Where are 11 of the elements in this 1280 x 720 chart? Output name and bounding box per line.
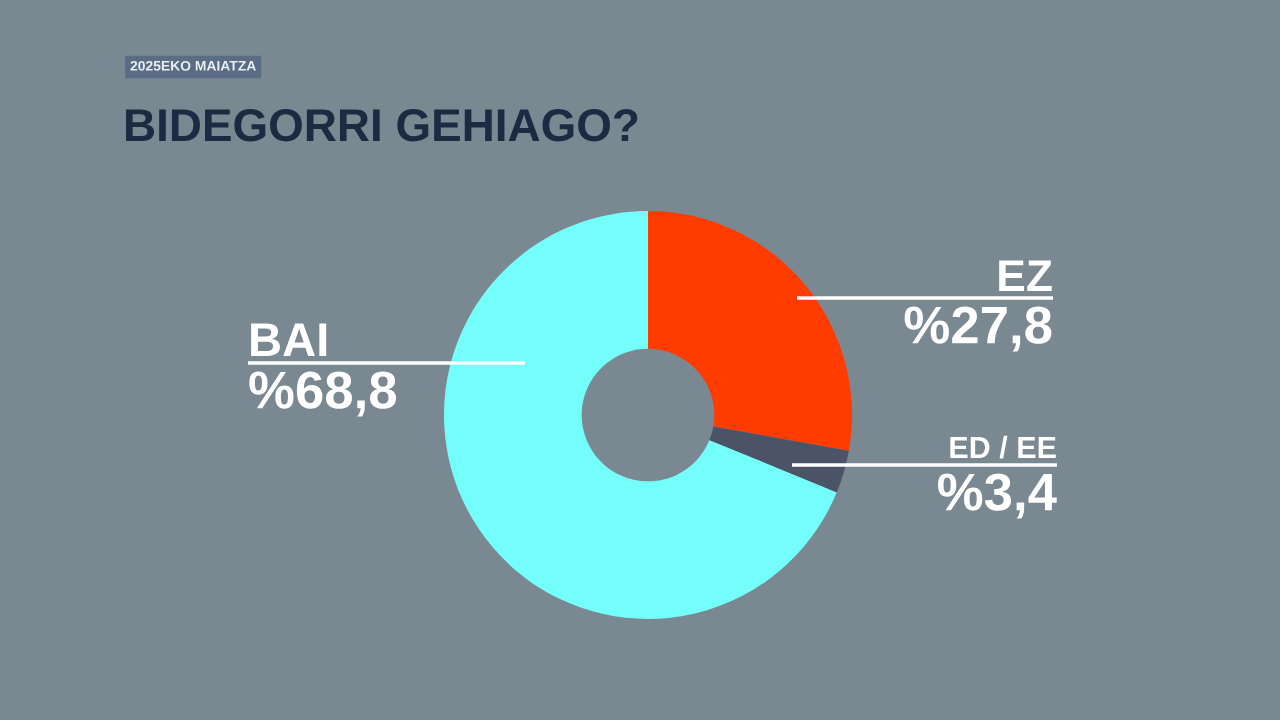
donut-slice bbox=[648, 211, 852, 451]
donut-slice bbox=[709, 426, 849, 493]
data-label: %27,8 bbox=[904, 306, 1052, 352]
chart-subtitle: 2025EKO MAIATZA bbox=[130, 60, 256, 71]
slice-label: EZ bbox=[999, 260, 1052, 291]
data-label: %68,8 bbox=[249, 371, 397, 417]
slice-label: BAI bbox=[251, 323, 327, 356]
data-label: %3,4 bbox=[938, 473, 1057, 519]
chart-title: BIDEGORRI GEHIAGO? bbox=[126, 109, 638, 142]
donut-slice bbox=[444, 211, 837, 619]
slice-label: ED / EE bbox=[950, 435, 1056, 459]
